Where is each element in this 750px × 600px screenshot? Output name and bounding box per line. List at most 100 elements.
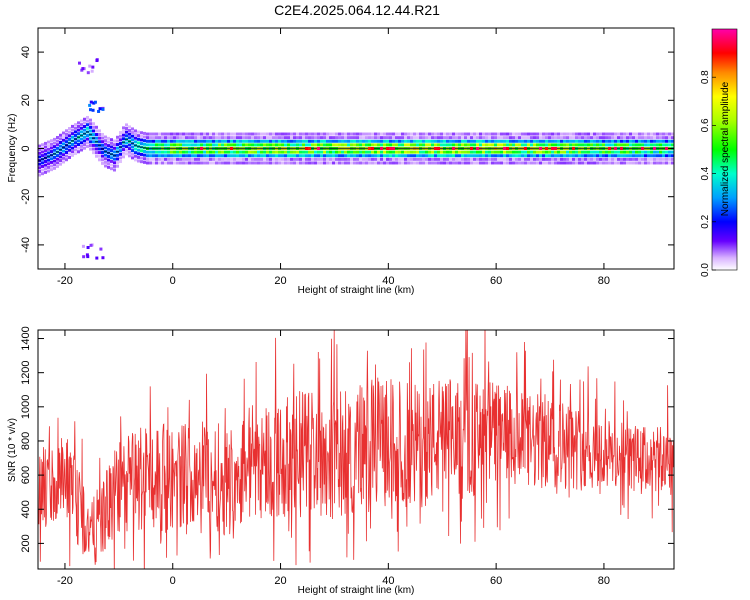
spectrogram-cell (629, 154, 632, 158)
spectrogram-cell (269, 139, 272, 143)
spectrogram-cell (650, 154, 653, 158)
spectrogram-cell (89, 129, 92, 133)
spectrogram-cell (332, 154, 335, 158)
spectrogram-hotspot (620, 147, 625, 150)
spectrogram-cell (38, 166, 41, 170)
spectrogram-cell (41, 150, 44, 154)
spectrogram-cell (194, 143, 197, 147)
spectrogram-cell (629, 157, 632, 161)
spectrogram-cell (362, 143, 365, 147)
spectrogram-core (149, 147, 152, 150)
spectrogram-cell (173, 161, 176, 165)
spectrogram-hotspot (665, 147, 670, 150)
spectrogram-cell (155, 154, 158, 158)
spectrogram-cell (167, 143, 170, 147)
spectrogram-cell (83, 139, 86, 143)
spectrogram-hotspot (551, 147, 556, 150)
spectrogram-cell (380, 139, 383, 143)
spectrogram-cell (545, 161, 548, 165)
spectrogram-cell (491, 139, 494, 143)
spectrogram-cell (194, 150, 197, 154)
spectrogram-cell (647, 150, 650, 154)
spectrogram-cell (245, 150, 248, 154)
spectrogram-core (461, 147, 464, 150)
spectrogram-cell (404, 161, 407, 165)
spectrogram-cell (80, 123, 83, 127)
spectrogram-cell (392, 132, 395, 136)
spectrogram-cell (95, 136, 98, 140)
spectrogram-cell (188, 139, 191, 143)
spectrogram-cell (650, 139, 653, 143)
spectrogram-cell (368, 136, 371, 140)
spectrogram-cell (653, 150, 656, 154)
spectrogram-cell (653, 157, 656, 161)
spectrogram-core (281, 147, 284, 150)
spectrogram-core (578, 147, 581, 150)
spectrogram-cell (107, 136, 110, 140)
spectrogram-cell (266, 136, 269, 140)
spectrogram-cell (617, 154, 620, 158)
spectrogram-cell (38, 144, 41, 148)
spectrogram-cell (119, 156, 122, 160)
spectrogram-cell (410, 161, 413, 165)
spectrogram-cell (488, 154, 491, 158)
spectrogram-cell (356, 154, 359, 158)
spectrogram-cell (176, 132, 179, 136)
spectrogram-feature-cell (86, 246, 90, 250)
spectrogram-cell (377, 136, 380, 140)
spectrogram-cell (245, 136, 248, 140)
spectrogram-cell (302, 157, 305, 161)
spectrogram-cell (200, 154, 203, 158)
colorbar-frame (711, 28, 738, 271)
spectrogram-cell (572, 132, 575, 136)
spectrogram-cell (563, 161, 566, 165)
spectrogram-cell (581, 132, 584, 136)
spectrogram-cell (365, 150, 368, 154)
spectrogram-core (170, 147, 173, 150)
spectrogram-cell (401, 143, 404, 147)
spectrogram-cell (242, 136, 245, 140)
spectrogram-cell (569, 150, 572, 154)
spectrogram-cell (554, 154, 557, 158)
spectrogram-cell (635, 132, 638, 136)
spectrogram-cell (500, 161, 503, 165)
spectrogram-core (515, 147, 518, 150)
spectrogram-hotspot (506, 147, 511, 150)
spectrogram-cell (134, 140, 137, 144)
spectrogram-cell (500, 154, 503, 158)
spectrogram-cell (353, 132, 356, 136)
spectrogram-cell (401, 136, 404, 140)
spectrogram-core (53, 153, 56, 155)
spectrogram-cell (623, 139, 626, 143)
spectrogram-cell (272, 157, 275, 161)
spectrogram-core (191, 147, 194, 150)
spectrogram-cell (281, 157, 284, 161)
spectrogram-cell (539, 143, 542, 147)
spectrogram-cell (173, 143, 176, 147)
spectrogram-cell (260, 143, 263, 147)
spectrogram-cell (437, 139, 440, 143)
spectrogram-cell (599, 154, 602, 158)
spectrogram-cell (572, 136, 575, 140)
spectrogram-cell (620, 157, 623, 161)
spectrogram-cell (635, 139, 638, 143)
spectrogram-cell (419, 150, 422, 154)
spectrogram-cell (155, 150, 158, 154)
spectrogram-core (662, 147, 665, 150)
spectrogram-cell (233, 150, 236, 154)
spectrogram-core (335, 147, 338, 150)
spectrogram-cell (422, 154, 425, 158)
spectrogram-cell (326, 154, 329, 158)
spectrogram-cell (113, 164, 116, 168)
spectrogram-core (182, 147, 185, 150)
spectrogram-cell (662, 150, 665, 154)
spectrogram-cell (485, 154, 488, 158)
spectrogram-cell (260, 136, 263, 140)
spectrogram-core (167, 147, 170, 150)
spectrogram-cell (668, 161, 671, 165)
spectrogram-cell (50, 160, 53, 164)
spectrogram-cell (230, 139, 233, 143)
spectrogram-cell (224, 136, 227, 140)
spectrogram-cell (257, 139, 260, 143)
spectrogram-cell (428, 157, 431, 161)
